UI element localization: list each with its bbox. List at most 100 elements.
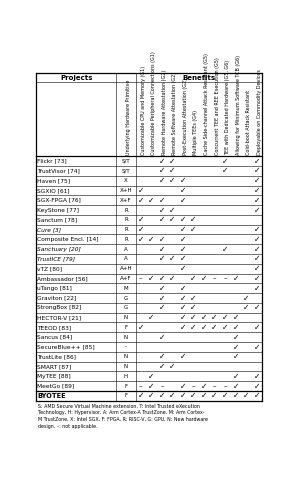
Text: Customizable Peripheral Connections (G1): Customizable Peripheral Connections (G1) xyxy=(151,51,156,154)
Text: ✓: ✓ xyxy=(253,186,260,195)
Text: ✓: ✓ xyxy=(253,225,260,234)
Text: R: R xyxy=(124,237,128,242)
Text: A+F: A+F xyxy=(120,276,132,281)
Text: G: G xyxy=(124,296,128,300)
Text: ✓: ✓ xyxy=(243,294,249,302)
Text: A+H: A+H xyxy=(120,266,132,271)
Text: ✓: ✓ xyxy=(180,244,186,254)
Text: ✓: ✓ xyxy=(159,244,165,254)
Text: F: F xyxy=(125,384,127,388)
Text: ✓: ✓ xyxy=(159,196,165,205)
Text: ✓: ✓ xyxy=(201,274,207,283)
Text: ✓: ✓ xyxy=(159,362,165,371)
Text: Remote Hardware Attestation (G2): Remote Hardware Attestation (G2) xyxy=(162,70,167,154)
Text: ✓: ✓ xyxy=(233,372,239,381)
Text: N: N xyxy=(124,364,128,369)
Text: Concurrent TEE and REE Execution (G5): Concurrent TEE and REE Execution (G5) xyxy=(214,57,219,154)
Text: ✓: ✓ xyxy=(180,216,186,224)
Text: Composite Encl. [14]: Composite Encl. [14] xyxy=(37,237,99,242)
Text: MyTEE [88]: MyTEE [88] xyxy=(37,374,71,379)
Text: ✓: ✓ xyxy=(159,206,165,214)
Text: Allowing for Minimum Software TCB (G6): Allowing for Minimum Software TCB (G6) xyxy=(236,54,241,154)
Text: ✓: ✓ xyxy=(211,392,218,400)
Text: ✓: ✓ xyxy=(148,382,155,390)
Text: –: – xyxy=(213,276,216,281)
Text: TEE with Dedicated Hardware (G5, G6): TEE with Dedicated Hardware (G5, G6) xyxy=(225,60,230,154)
Text: ✓: ✓ xyxy=(253,196,260,205)
Text: ✓: ✓ xyxy=(138,323,144,332)
Text: ✓: ✓ xyxy=(253,254,260,264)
Text: uTango [81]: uTango [81] xyxy=(37,286,72,291)
Text: ✓: ✓ xyxy=(222,156,228,166)
Text: N: N xyxy=(124,354,128,359)
Text: Cache Side-channel Attack Resistant (G5): Cache Side-channel Attack Resistant (G5) xyxy=(204,53,209,154)
Text: ✓: ✓ xyxy=(253,392,260,400)
Text: Benefits: Benefits xyxy=(182,74,215,80)
Text: ✓: ✓ xyxy=(233,382,239,390)
Text: ✓: ✓ xyxy=(159,254,165,264)
Text: N: N xyxy=(124,334,128,340)
Text: TEEOD [83]: TEEOD [83] xyxy=(37,325,72,330)
Text: ✓: ✓ xyxy=(211,313,218,322)
Text: -: - xyxy=(125,344,127,350)
Text: ✓: ✓ xyxy=(253,176,260,185)
Text: –: – xyxy=(139,383,143,389)
Text: ✓: ✓ xyxy=(190,313,197,322)
Text: ✓: ✓ xyxy=(159,235,165,244)
Text: ✓: ✓ xyxy=(148,196,155,205)
Text: ✓: ✓ xyxy=(253,372,260,381)
Text: ✓: ✓ xyxy=(180,323,186,332)
Text: G: G xyxy=(124,306,128,310)
Text: ✓: ✓ xyxy=(159,304,165,312)
Text: ✓: ✓ xyxy=(211,323,218,332)
Text: Cure [3]: Cure [3] xyxy=(37,227,61,232)
Text: ✓: ✓ xyxy=(148,313,155,322)
Text: ✓: ✓ xyxy=(233,274,239,283)
Text: ✓: ✓ xyxy=(169,176,176,185)
Text: Graviton [22]: Graviton [22] xyxy=(37,296,77,300)
Text: ✓: ✓ xyxy=(138,392,144,400)
Text: X+H: X+H xyxy=(120,188,132,193)
Text: ✓: ✓ xyxy=(180,304,186,312)
Text: R: R xyxy=(124,218,128,222)
Text: SMART [87]: SMART [87] xyxy=(37,364,72,369)
Text: ✓: ✓ xyxy=(148,372,155,381)
Text: –: – xyxy=(223,383,227,389)
Text: ✓: ✓ xyxy=(243,392,249,400)
Text: ✓: ✓ xyxy=(222,244,228,254)
Text: S/T: S/T xyxy=(122,158,130,164)
Text: ✓: ✓ xyxy=(222,323,228,332)
Text: ✓: ✓ xyxy=(169,362,176,371)
Text: ✓: ✓ xyxy=(253,264,260,273)
Text: Customizable CPU and Memory (G1): Customizable CPU and Memory (G1) xyxy=(141,66,146,154)
Text: ✓: ✓ xyxy=(159,176,165,185)
Text: ✓: ✓ xyxy=(233,352,239,361)
Text: –: – xyxy=(192,383,195,389)
Text: ✓: ✓ xyxy=(222,313,228,322)
Text: ✓: ✓ xyxy=(138,235,144,244)
Text: Sanctuary [20]: Sanctuary [20] xyxy=(37,246,81,252)
Text: ✓: ✓ xyxy=(148,235,155,244)
Text: ✓: ✓ xyxy=(180,186,186,195)
Text: ✓: ✓ xyxy=(253,304,260,312)
Text: SGXIO [61]: SGXIO [61] xyxy=(37,188,70,193)
Text: ✓: ✓ xyxy=(159,352,165,361)
Text: ✓: ✓ xyxy=(159,274,165,283)
Text: ✓: ✓ xyxy=(180,392,186,400)
Text: SecureBlue++ [85]: SecureBlue++ [85] xyxy=(37,344,95,350)
Text: Haven [75]: Haven [75] xyxy=(37,178,70,183)
Text: ✓: ✓ xyxy=(169,206,176,214)
Text: StrongBox [82]: StrongBox [82] xyxy=(37,306,82,310)
Text: A: A xyxy=(124,246,128,252)
Text: ✓: ✓ xyxy=(159,332,165,342)
Text: ✓: ✓ xyxy=(190,225,197,234)
Text: ✓: ✓ xyxy=(138,196,144,205)
Text: –: – xyxy=(160,383,164,389)
Text: Post-Execution Attestation (G2): Post-Execution Attestation (G2) xyxy=(183,78,188,154)
Text: ✓: ✓ xyxy=(190,216,197,224)
Text: –: – xyxy=(223,276,227,281)
Text: Flickr [73]: Flickr [73] xyxy=(37,158,67,164)
Text: ✓: ✓ xyxy=(159,156,165,166)
Text: ✓: ✓ xyxy=(180,313,186,322)
Text: Sancus [84]: Sancus [84] xyxy=(37,334,72,340)
